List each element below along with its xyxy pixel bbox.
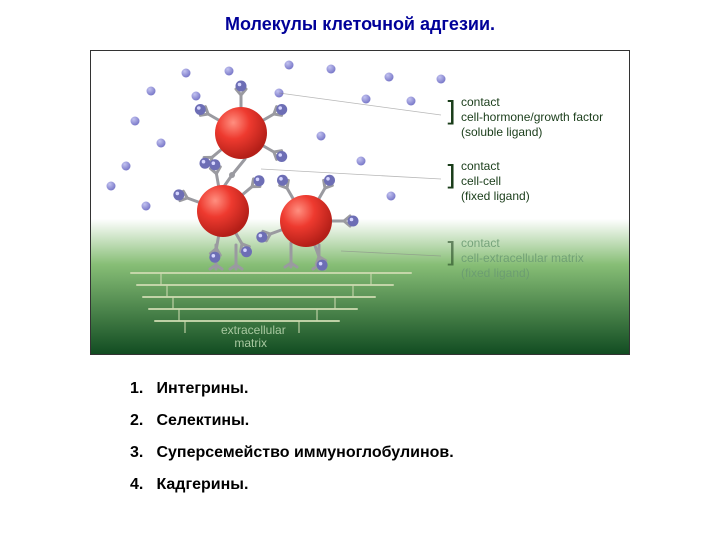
bracket-icon: ] [443, 159, 460, 192]
list-text: Селектины. [152, 412, 249, 429]
list-text: Интегрины. [152, 380, 248, 397]
figure-label: contact cell-cell (fixed ligand) [461, 159, 530, 204]
figure-label: contact cell-hormone/growth factor (solu… [461, 95, 603, 140]
molecule-list: 1. Интегрины.2. Селектины.3. Суперсемейс… [130, 380, 454, 508]
list-text: Суперсемейство иммуноглобулинов. [152, 444, 454, 461]
list-number: 3. [130, 444, 152, 462]
bracket-icon: ] [443, 95, 460, 128]
bracket-icon: ] [443, 236, 460, 269]
list-number: 1. [130, 380, 152, 398]
ecm-label: extracellular matrix [221, 324, 286, 350]
list-item: 2. Селектины. [130, 412, 454, 430]
list-number: 4. [130, 476, 152, 494]
list-number: 2. [130, 412, 152, 430]
adhesion-figure: ]contact cell-hormone/growth factor (sol… [90, 50, 630, 355]
page-title: Молекулы клеточной адгезии. [0, 14, 720, 35]
figure-label: contact cell-extracellular matrix (fixed… [461, 236, 584, 281]
list-item: 4. Кадгерины. [130, 476, 454, 494]
list-item: 1. Интегрины. [130, 380, 454, 398]
list-item: 3. Суперсемейство иммуноглобулинов. [130, 444, 454, 462]
list-text: Кадгерины. [152, 476, 248, 493]
